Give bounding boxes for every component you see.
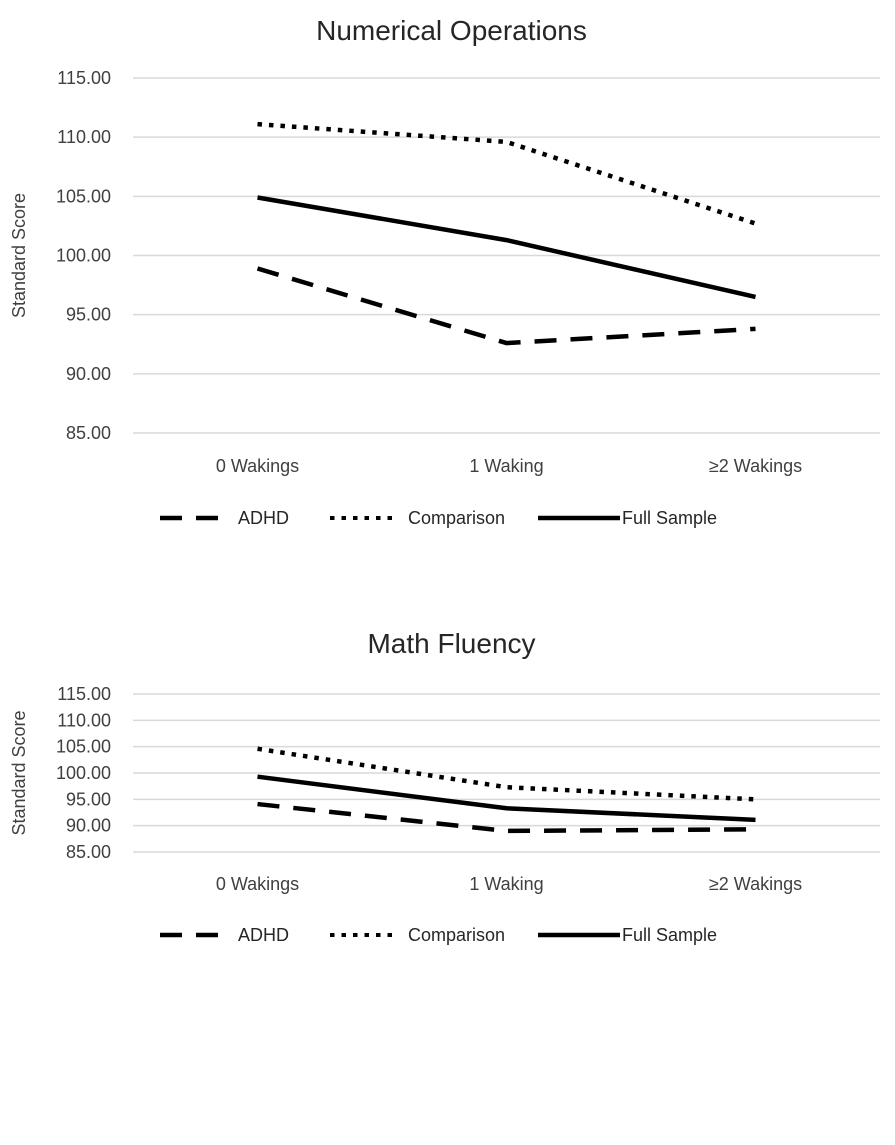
series-line-comparison (257, 121, 757, 226)
y-tick-label: 90.00 (66, 364, 111, 384)
y-tick-label: 110.00 (57, 710, 111, 730)
series-line-comparison (257, 746, 756, 802)
y-tick-label: 100.00 (56, 763, 111, 783)
y-tick-label: 85.00 (66, 423, 111, 443)
y-tick-label: 85.00 (66, 842, 111, 862)
x-tick-label: 1 Waking (469, 456, 543, 476)
chart-title: Numerical Operations (316, 15, 587, 46)
y-tick-label: 110.00 (57, 127, 111, 147)
series-line-full-sample (257, 774, 756, 823)
legend: ADHD Comparison Full Sample (160, 508, 717, 528)
series-line-adhd (257, 801, 756, 834)
x-tick-label: 0 Wakings (216, 874, 299, 894)
x-tick-label: 0 Wakings (216, 456, 299, 476)
y-tick-label: 105.00 (56, 186, 111, 206)
series-line-full-sample (257, 195, 757, 300)
legend-label-adhd: ADHD (238, 925, 289, 945)
legend-label-comparison: Comparison (408, 508, 505, 528)
y-tick-label: 90.00 (66, 816, 111, 836)
x-tick-label: 1 Waking (469, 874, 543, 894)
chart-2: Math Fluency 115.00 110.00 105.00 100.00 95.0… (9, 628, 880, 945)
y-tick-label: 95.00 (66, 305, 111, 325)
y-tick-label: 105.00 (56, 737, 111, 757)
x-tick-label: ≥2 Wakings (709, 456, 802, 476)
y-tick-label: 115.00 (57, 68, 111, 88)
series-line-adhd (256, 266, 756, 346)
legend-label-adhd: ADHD (238, 508, 289, 528)
legend: ADHD Comparison Full Sample (160, 925, 717, 945)
legend-label-full-sample: Full Sample (622, 925, 717, 945)
y-axis-label: Standard Score (9, 193, 29, 318)
legend-label-full-sample: Full Sample (622, 508, 717, 528)
y-axis-label: Standard Score (9, 710, 29, 835)
legend-label-comparison: Comparison (408, 925, 505, 945)
chart-title: Math Fluency (367, 628, 535, 659)
y-tick-label: 95.00 (66, 789, 111, 809)
chart-1: Numerical Operations 115.00 110.00 105.00 10… (9, 15, 880, 528)
x-tick-label: ≥2 Wakings (709, 874, 802, 894)
y-tick-label: 100.00 (56, 246, 111, 266)
y-tick-label: 115.00 (57, 684, 111, 704)
